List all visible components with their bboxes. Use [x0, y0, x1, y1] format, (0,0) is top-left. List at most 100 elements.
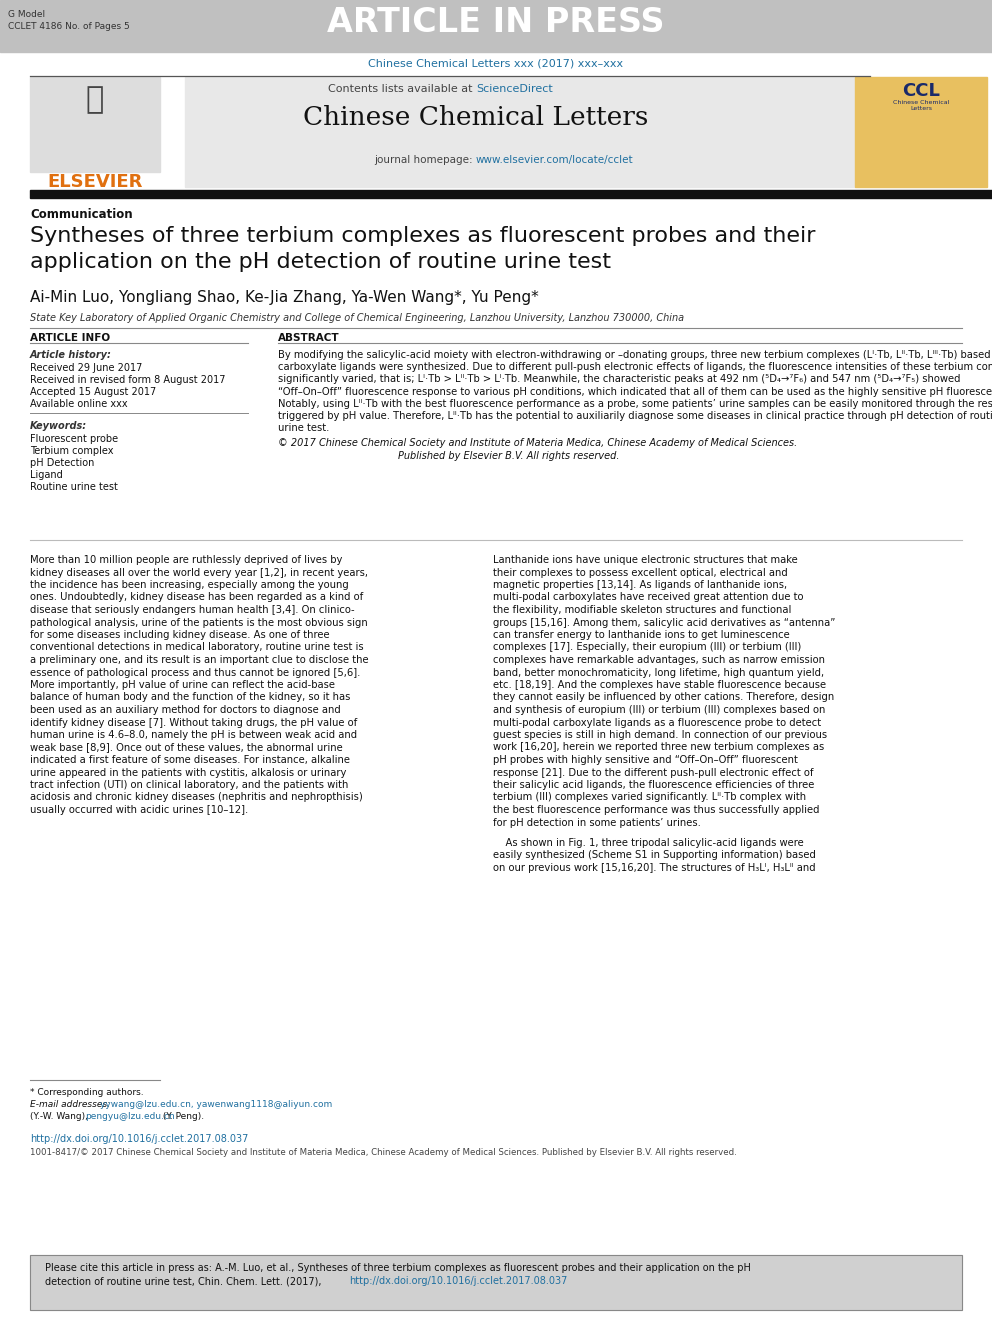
Text: pH Detection: pH Detection — [30, 458, 94, 468]
Text: ARTICLE IN PRESS: ARTICLE IN PRESS — [327, 7, 665, 38]
Text: for pH detection in some patients’ urines.: for pH detection in some patients’ urine… — [493, 818, 701, 827]
Text: Received in revised form 8 August 2017: Received in revised form 8 August 2017 — [30, 374, 225, 385]
Text: pH probes with highly sensitive and “Off–On–Off” fluorescent: pH probes with highly sensitive and “Off… — [493, 755, 798, 765]
Text: can transfer energy to lanthanide ions to get luminescence: can transfer energy to lanthanide ions t… — [493, 630, 790, 640]
Text: Available online xxx: Available online xxx — [30, 400, 128, 409]
Text: application on the pH detection of routine urine test: application on the pH detection of routi… — [30, 251, 611, 273]
Text: Syntheses of three terbium complexes as fluorescent probes and their: Syntheses of three terbium complexes as … — [30, 226, 815, 246]
Text: acidosis and chronic kidney diseases (nephritis and nephropthisis): acidosis and chronic kidney diseases (ne… — [30, 792, 363, 803]
Bar — [185, 77, 855, 187]
Text: 🌳: 🌳 — [86, 85, 104, 114]
Text: Contents lists available at: Contents lists available at — [328, 83, 476, 94]
Text: Routine urine test: Routine urine test — [30, 482, 118, 492]
Text: http://dx.doi.org/10.1016/j.cclet.2017.08.037: http://dx.doi.org/10.1016/j.cclet.2017.0… — [30, 1134, 248, 1144]
Text: Received 29 June 2017: Received 29 June 2017 — [30, 363, 143, 373]
Text: detection of routine urine test, Chin. Chem. Lett. (2017),: detection of routine urine test, Chin. C… — [45, 1275, 324, 1286]
Bar — [855, 77, 987, 187]
Text: yywang@lzu.edu.cn, yawenwang1118@aliyun.com: yywang@lzu.edu.cn, yawenwang1118@aliyun.… — [100, 1099, 332, 1109]
Text: 1001-8417/© 2017 Chinese Chemical Society and Institute of Materia Medica, Chine: 1001-8417/© 2017 Chinese Chemical Societ… — [30, 1148, 737, 1158]
Text: Published by Elsevier B.V. All rights reserved.: Published by Elsevier B.V. All rights re… — [398, 451, 619, 460]
Text: tract infection (UTI) on clinical laboratory, and the patients with: tract infection (UTI) on clinical labora… — [30, 781, 348, 790]
Text: urine appeared in the patients with cystitis, alkalosis or urinary: urine appeared in the patients with cyst… — [30, 767, 346, 778]
Text: Please cite this article in press as: A.-M. Luo, et al., Syntheses of three terb: Please cite this article in press as: A.… — [45, 1263, 751, 1273]
Text: More than 10 million people are ruthlessly deprived of lives by: More than 10 million people are ruthless… — [30, 556, 342, 565]
Text: More importantly, pH value of urine can reflect the acid-base: More importantly, pH value of urine can … — [30, 680, 335, 691]
Text: usually occurred with acidic urines [10–12].: usually occurred with acidic urines [10–… — [30, 804, 248, 815]
Text: the best fluorescence performance was thus successfully applied: the best fluorescence performance was th… — [493, 804, 819, 815]
Text: ones. Undoubtedly, kidney disease has been regarded as a kind of: ones. Undoubtedly, kidney disease has be… — [30, 593, 363, 602]
Bar — [0, 0, 992, 52]
Text: www.elsevier.com/locate/cclet: www.elsevier.com/locate/cclet — [476, 155, 634, 165]
Text: urine test.: urine test. — [278, 423, 329, 433]
Text: a preliminary one, and its result is an important clue to disclose the: a preliminary one, and its result is an … — [30, 655, 369, 665]
Text: magnetic properties [13,14]. As ligands of lanthanide ions,: magnetic properties [13,14]. As ligands … — [493, 579, 787, 590]
Text: ABSTRACT: ABSTRACT — [278, 333, 339, 343]
Text: (Y.-W. Wang),: (Y.-W. Wang), — [30, 1113, 90, 1121]
Text: Ligand: Ligand — [30, 470, 62, 480]
Text: significantly varied, that is; Lᴵ·Tb > Lᴵᴵ·Tb > Lᴵ·Tb. Meanwhile, the characteri: significantly varied, that is; Lᴵ·Tb > L… — [278, 374, 960, 385]
Text: kidney diseases all over the world every year [1,2], in recent years,: kidney diseases all over the world every… — [30, 568, 368, 578]
Text: Keywords:: Keywords: — [30, 421, 87, 431]
Text: ScienceDirect: ScienceDirect — [476, 83, 553, 94]
Text: complexes have remarkable advantages, such as narrow emission: complexes have remarkable advantages, su… — [493, 655, 825, 665]
Text: on our previous work [15,16,20]. The structures of H₃Lᴵ, H₃Lᴵᴵ and: on our previous work [15,16,20]. The str… — [493, 863, 815, 873]
Text: * Corresponding authors.: * Corresponding authors. — [30, 1088, 144, 1097]
Text: human urine is 4.6–8.0, namely the pH is between weak acid and: human urine is 4.6–8.0, namely the pH is… — [30, 730, 357, 740]
Text: essence of pathological process and thus cannot be ignored [5,6].: essence of pathological process and thus… — [30, 668, 360, 677]
Text: Accepted 15 August 2017: Accepted 15 August 2017 — [30, 388, 157, 397]
Text: pengyu@lzu.edu.cn: pengyu@lzu.edu.cn — [85, 1113, 175, 1121]
Text: they cannot easily be influenced by other cations. Therefore, design: they cannot easily be influenced by othe… — [493, 692, 834, 703]
Text: groups [15,16]. Among them, salicylic acid derivatives as “antenna”: groups [15,16]. Among them, salicylic ac… — [493, 618, 835, 627]
Bar — [30, 1256, 962, 1310]
Text: indicated a first feature of some diseases. For instance, alkaline: indicated a first feature of some diseas… — [30, 755, 350, 765]
Text: and synthesis of europium (III) or terbium (III) complexes based on: and synthesis of europium (III) or terbi… — [493, 705, 825, 714]
Text: Notably, using Lᴵᴵ·Tb with the best fluorescence performance as a probe, some pa: Notably, using Lᴵᴵ·Tb with the best fluo… — [278, 398, 992, 409]
Text: G Model: G Model — [8, 11, 45, 19]
Text: balance of human body and the function of the kidney, so it has: balance of human body and the function o… — [30, 692, 350, 703]
Text: response [21]. Due to the different push-pull electronic effect of: response [21]. Due to the different push… — [493, 767, 813, 778]
Text: conventional detections in medical laboratory, routine urine test is: conventional detections in medical labor… — [30, 643, 364, 652]
Text: identify kidney disease [7]. Without taking drugs, the pH value of: identify kidney disease [7]. Without tak… — [30, 717, 357, 728]
Text: been used as an auxiliary method for doctors to diagnose and: been used as an auxiliary method for doc… — [30, 705, 340, 714]
Text: for some diseases including kidney disease. As one of three: for some diseases including kidney disea… — [30, 630, 329, 640]
Text: “Off–On–Off” fluorescence response to various pH conditions, which indicated tha: “Off–On–Off” fluorescence response to va… — [278, 386, 992, 397]
Text: their salicylic acid ligands, the fluorescence efficiencies of three: their salicylic acid ligands, the fluore… — [493, 781, 814, 790]
Text: E-mail addresses:: E-mail addresses: — [30, 1099, 113, 1109]
Text: weak base [8,9]. Once out of these values, the abnormal urine: weak base [8,9]. Once out of these value… — [30, 742, 343, 753]
Text: the incidence has been increasing, especially among the young: the incidence has been increasing, espec… — [30, 579, 349, 590]
Text: Terbium complex: Terbium complex — [30, 446, 113, 456]
Text: © 2017 Chinese Chemical Society and Institute of Materia Medica, Chinese Academy: © 2017 Chinese Chemical Society and Inst… — [278, 438, 798, 448]
Text: By modifying the salicylic-acid moiety with electron-withdrawing or –donating gr: By modifying the salicylic-acid moiety w… — [278, 351, 992, 360]
Text: Article history:: Article history: — [30, 351, 112, 360]
Text: terbium (III) complexes varied significantly. Lᴵᴵ·Tb complex with: terbium (III) complexes varied significa… — [493, 792, 806, 803]
Text: Lanthanide ions have unique electronic structures that make: Lanthanide ions have unique electronic s… — [493, 556, 798, 565]
Text: ARTICLE INFO: ARTICLE INFO — [30, 333, 110, 343]
Bar — [30, 77, 160, 172]
Text: Chinese Chemical Letters: Chinese Chemical Letters — [304, 105, 649, 130]
Text: journal homepage:: journal homepage: — [374, 155, 476, 165]
Text: the flexibility, modifiable skeleton structures and functional: the flexibility, modifiable skeleton str… — [493, 605, 792, 615]
Text: etc. [18,19]. And the complexes have stable fluorescence because: etc. [18,19]. And the complexes have sta… — [493, 680, 826, 691]
Text: complexes [17]. Especially, their europium (III) or terbium (III): complexes [17]. Especially, their europi… — [493, 643, 802, 652]
Text: pathological analysis, urine of the patients is the most obvious sign: pathological analysis, urine of the pati… — [30, 618, 368, 627]
Text: disease that seriously endangers human health [3,4]. On clinico-: disease that seriously endangers human h… — [30, 605, 354, 615]
Text: multi-podal carboxylate ligands as a fluorescence probe to detect: multi-podal carboxylate ligands as a flu… — [493, 717, 821, 728]
Text: ELSEVIER: ELSEVIER — [48, 173, 143, 191]
Bar — [30, 191, 992, 198]
Text: State Key Laboratory of Applied Organic Chemistry and College of Chemical Engine: State Key Laboratory of Applied Organic … — [30, 314, 684, 323]
Text: http://dx.doi.org/10.1016/j.cclet.2017.08.037: http://dx.doi.org/10.1016/j.cclet.2017.0… — [349, 1275, 567, 1286]
Text: multi-podal carboxylates have received great attention due to: multi-podal carboxylates have received g… — [493, 593, 804, 602]
Text: Communication: Communication — [30, 208, 133, 221]
Text: Fluorescent probe: Fluorescent probe — [30, 434, 118, 445]
Text: Chinese Chemical
Letters: Chinese Chemical Letters — [893, 101, 949, 111]
Text: carboxylate ligands were synthesized. Due to different pull-push electronic effe: carboxylate ligands were synthesized. Du… — [278, 363, 992, 372]
Text: CCL: CCL — [902, 82, 940, 101]
Text: guest species is still in high demand. In connection of our previous: guest species is still in high demand. I… — [493, 730, 827, 740]
Text: CCLET 4186 No. of Pages 5: CCLET 4186 No. of Pages 5 — [8, 22, 130, 30]
Text: band, better monochromaticity, long lifetime, high quantum yield,: band, better monochromaticity, long life… — [493, 668, 824, 677]
Text: Ai-Min Luo, Yongliang Shao, Ke-Jia Zhang, Ya-Wen Wang*, Yu Peng*: Ai-Min Luo, Yongliang Shao, Ke-Jia Zhang… — [30, 290, 539, 306]
Text: their complexes to possess excellent optical, electrical and: their complexes to possess excellent opt… — [493, 568, 788, 578]
Text: work [16,20], herein we reported three new terbium complexes as: work [16,20], herein we reported three n… — [493, 742, 824, 753]
Text: triggered by pH value. Therefore, Lᴵᴵ·Tb has the potential to auxiliarily diagno: triggered by pH value. Therefore, Lᴵᴵ·Tb… — [278, 411, 992, 421]
Text: Chinese Chemical Letters xxx (2017) xxx–xxx: Chinese Chemical Letters xxx (2017) xxx–… — [368, 58, 624, 67]
